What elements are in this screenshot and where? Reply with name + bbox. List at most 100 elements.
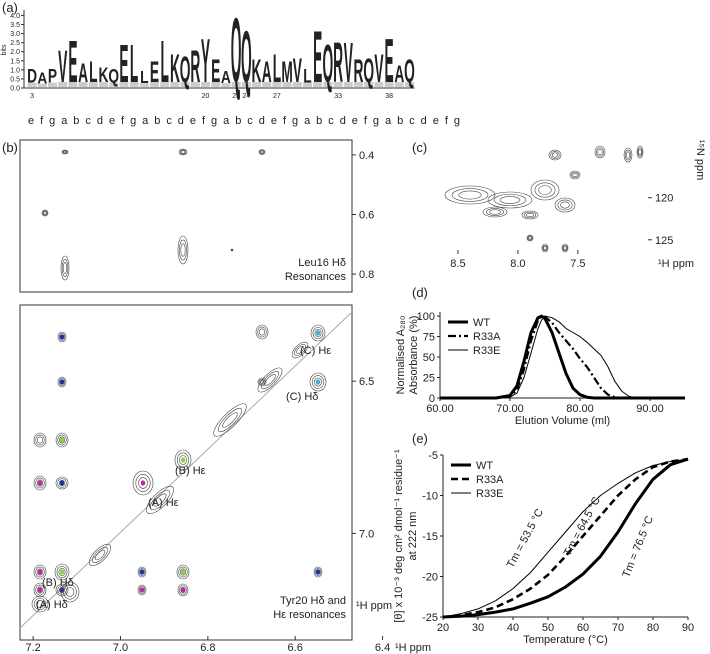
contour-line — [35, 434, 45, 446]
contour-line — [487, 191, 533, 209]
y-tick-label: 3.0 — [10, 31, 20, 38]
logo-minor — [58, 82, 68, 88]
contour-line — [311, 375, 325, 389]
contour-line — [444, 185, 496, 205]
contour-line — [179, 585, 187, 595]
peak-dot — [315, 379, 321, 385]
logo-column: A — [78, 59, 88, 88]
logo-column: A — [394, 61, 404, 88]
logo-minor — [323, 82, 333, 88]
logo-letter: L — [303, 65, 311, 87]
contour — [54, 563, 70, 581]
logo-minor — [160, 82, 170, 88]
contour-line — [257, 367, 283, 393]
contour-line — [57, 478, 67, 488]
contour-line — [54, 563, 70, 581]
contour-line — [180, 568, 187, 576]
contour-line — [594, 145, 606, 159]
contour-line — [310, 324, 326, 342]
contour-line — [569, 170, 581, 180]
contour-line — [178, 566, 188, 578]
legend-label: WT — [476, 460, 493, 472]
x-tick-label: 7.5 — [570, 258, 585, 270]
contour-line — [35, 477, 45, 489]
contour-line — [550, 151, 560, 159]
annotation: Tm = 76.5 °C — [620, 514, 656, 579]
logo-letter: K — [99, 63, 109, 87]
logo-minor — [333, 82, 343, 88]
logo-minor — [170, 82, 180, 88]
contour-line — [91, 546, 109, 564]
contour-line — [623, 147, 633, 163]
contour — [60, 255, 70, 281]
contour-line — [178, 148, 188, 156]
logo-minor — [354, 82, 363, 88]
contour — [177, 235, 189, 265]
peak-dot — [59, 569, 65, 575]
contour-line — [63, 584, 77, 600]
logo-letter: V — [344, 31, 353, 94]
contour — [230, 248, 234, 252]
contour-line — [489, 209, 501, 215]
contour-line — [153, 493, 167, 507]
logo-minor — [99, 82, 108, 88]
logo-minor — [241, 82, 251, 88]
contour-line — [179, 455, 187, 465]
contour — [526, 234, 534, 242]
contour-line — [138, 586, 146, 594]
logo-column: Q — [108, 65, 119, 88]
logo-letter: A — [221, 69, 231, 88]
contour — [561, 243, 569, 253]
x-tick-label: 70 — [612, 622, 624, 634]
y-axis-label: [θ] x 10⁻³ deg cm² dmol⁻¹ residue⁻¹ — [393, 449, 405, 623]
contour — [309, 372, 327, 392]
y-axis-label: ¹H ppm — [356, 600, 392, 612]
contour-line — [541, 243, 549, 253]
plot-frame — [19, 139, 353, 293]
contour-line — [527, 235, 533, 241]
y-axis-label: at 222 nm — [407, 512, 419, 561]
logo-column: Q — [404, 55, 415, 90]
contour-line — [62, 150, 68, 154]
logo-column: K — [170, 47, 180, 91]
logo-letter: K — [252, 55, 262, 90]
logo-column: E — [68, 30, 77, 96]
logo-minor — [27, 82, 37, 88]
logo-letter: E — [68, 30, 77, 96]
x-tick-label: 7.2 — [25, 642, 40, 654]
logo-minor — [292, 82, 302, 88]
contour-line — [33, 597, 47, 611]
logo-minor — [68, 82, 78, 88]
contour-line — [33, 432, 47, 448]
contour — [569, 170, 581, 180]
contour-line — [179, 149, 187, 155]
contour-line — [542, 244, 548, 252]
contour-line — [493, 193, 527, 207]
y-tick-label: 0.4 — [359, 150, 374, 162]
contour-line — [561, 243, 569, 253]
contour-line — [57, 434, 67, 446]
contour-line — [257, 377, 267, 387]
logo-letter: Q — [108, 65, 119, 87]
peak-dot — [59, 334, 65, 340]
contour — [31, 595, 49, 613]
x-axis-label: Elution Volume (ml) — [515, 415, 610, 427]
contour-line — [482, 206, 508, 218]
logo-column: K — [99, 63, 109, 88]
x-tick-label: 6.6 — [288, 642, 303, 654]
logo-minor — [190, 82, 200, 88]
contour-line — [180, 586, 186, 593]
contour-line — [138, 568, 146, 576]
logo-minor — [394, 82, 404, 88]
contour-line — [562, 244, 568, 252]
contour-line — [572, 172, 578, 178]
contour — [178, 148, 188, 156]
y-tick-label: 7.0 — [359, 528, 374, 540]
logo-minor — [78, 82, 88, 88]
logo-letter: L — [89, 55, 97, 88]
contour — [487, 191, 533, 209]
y-tick-label: 120 — [655, 193, 673, 205]
contour-line — [291, 341, 309, 359]
logo-letter: L — [140, 69, 149, 88]
logo-minor — [109, 82, 119, 88]
